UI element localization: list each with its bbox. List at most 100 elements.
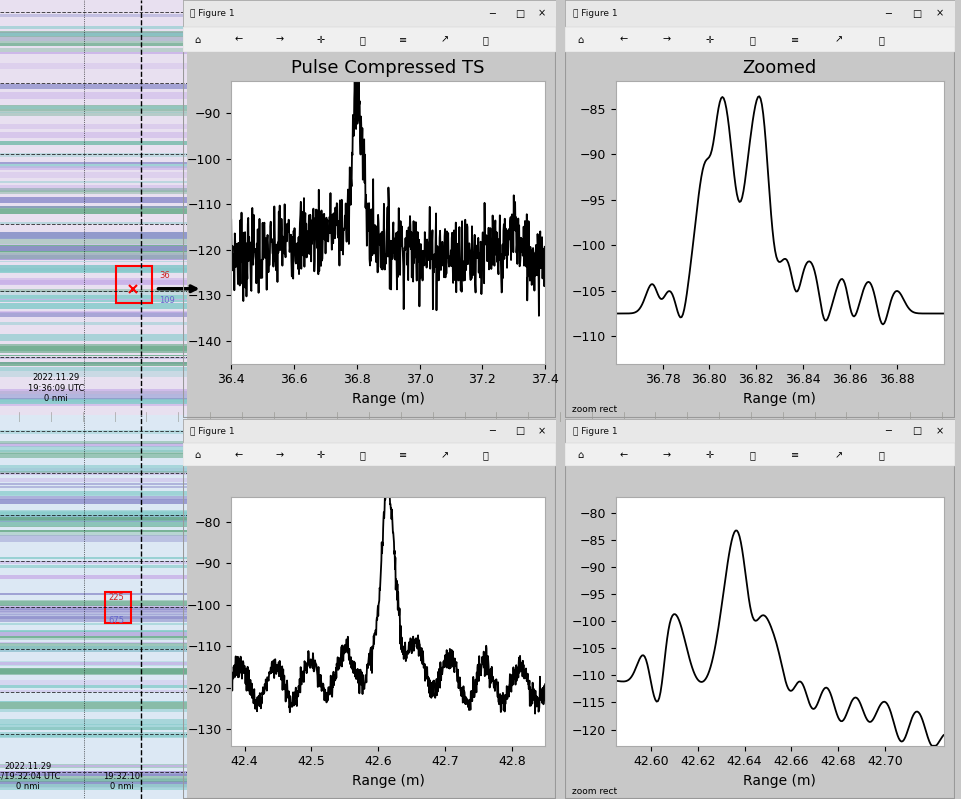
Bar bbox=[0, 312, 187, 317]
Text: ≡: ≡ bbox=[791, 450, 800, 459]
Bar bbox=[0, 515, 187, 522]
Bar bbox=[0, 239, 187, 244]
Bar bbox=[0, 63, 187, 70]
Bar bbox=[0, 467, 187, 471]
Bar bbox=[0, 165, 187, 170]
Bar bbox=[0, 288, 187, 292]
Title: Zoomed: Zoomed bbox=[743, 59, 817, 78]
Text: 109: 109 bbox=[160, 296, 175, 305]
Bar bbox=[0, 609, 187, 613]
Bar bbox=[0, 106, 187, 109]
Bar bbox=[0, 558, 187, 559]
Text: ─: ─ bbox=[885, 426, 891, 436]
Text: 675: 675 bbox=[109, 615, 125, 625]
Text: ✛: ✛ bbox=[317, 450, 325, 459]
Bar bbox=[0, 601, 187, 606]
Bar bbox=[0, 124, 187, 129]
Bar bbox=[0, 244, 187, 252]
Bar bbox=[0, 491, 187, 495]
X-axis label: Range (m): Range (m) bbox=[352, 774, 425, 788]
Text: ←: ← bbox=[234, 450, 243, 459]
Bar bbox=[0, 618, 187, 622]
Bar bbox=[0, 172, 187, 178]
Bar bbox=[0, 14, 187, 17]
Bar bbox=[0, 321, 187, 325]
Text: 225: 225 bbox=[109, 593, 124, 602]
Bar bbox=[0, 105, 187, 110]
Bar bbox=[0, 367, 187, 372]
Text: ⌂: ⌂ bbox=[578, 34, 583, 45]
Bar bbox=[0, 162, 187, 164]
Bar bbox=[0, 401, 187, 406]
Bar bbox=[0, 185, 187, 191]
Bar bbox=[0, 32, 187, 36]
Bar bbox=[0, 442, 187, 443]
Bar bbox=[0, 685, 187, 689]
Bar bbox=[0, 479, 187, 482]
Bar bbox=[0, 623, 187, 625]
Bar bbox=[0, 599, 187, 606]
Bar bbox=[105, 592, 131, 622]
Text: 2022.11.29
4/19:32:04 UTC
0 nmi: 2022.11.29 4/19:32:04 UTC 0 nmi bbox=[0, 761, 61, 791]
Bar bbox=[0, 292, 187, 298]
Text: □: □ bbox=[515, 9, 525, 18]
Bar bbox=[0, 670, 187, 674]
Text: 2022.11.29
19:36:09 UTC
0 nmi: 2022.11.29 19:36:09 UTC 0 nmi bbox=[28, 373, 85, 403]
Bar bbox=[116, 266, 152, 304]
Bar bbox=[183, 0, 556, 27]
Bar bbox=[0, 312, 187, 313]
Bar bbox=[0, 724, 187, 729]
Text: □: □ bbox=[515, 426, 525, 436]
Bar bbox=[0, 181, 187, 183]
Bar bbox=[0, 630, 187, 635]
Bar bbox=[0, 453, 187, 458]
Text: ✛: ✛ bbox=[705, 450, 713, 459]
Bar bbox=[0, 786, 187, 789]
Text: 🔍: 🔍 bbox=[359, 34, 365, 45]
Text: ⌂: ⌂ bbox=[578, 450, 583, 459]
Bar bbox=[0, 642, 187, 645]
Bar bbox=[0, 344, 187, 352]
Text: 🔍 Figure 1: 🔍 Figure 1 bbox=[573, 427, 618, 435]
Bar bbox=[0, 206, 187, 209]
Bar bbox=[0, 38, 187, 43]
Bar bbox=[565, 27, 955, 52]
Bar bbox=[0, 701, 187, 702]
Bar bbox=[0, 141, 187, 145]
Bar bbox=[0, 49, 187, 52]
Bar bbox=[0, 521, 187, 527]
Bar bbox=[0, 232, 187, 238]
Bar bbox=[0, 633, 187, 634]
Bar bbox=[0, 776, 187, 782]
Bar bbox=[0, 394, 187, 400]
Bar bbox=[565, 419, 955, 443]
Bar bbox=[183, 443, 556, 467]
Title: Pulse Compressed TS: Pulse Compressed TS bbox=[291, 59, 485, 78]
Bar bbox=[0, 643, 187, 650]
Text: 🔍 Figure 1: 🔍 Figure 1 bbox=[190, 427, 234, 435]
Bar bbox=[0, 334, 187, 341]
Bar bbox=[0, 394, 187, 398]
Bar bbox=[0, 209, 187, 214]
Text: 🔍: 🔍 bbox=[359, 450, 365, 459]
Bar bbox=[0, 510, 187, 517]
Text: 19:32:10
0 nmi: 19:32:10 0 nmi bbox=[103, 772, 140, 791]
Bar bbox=[0, 398, 187, 403]
Bar bbox=[0, 188, 187, 194]
Text: ←: ← bbox=[620, 34, 628, 45]
Bar bbox=[0, 232, 187, 239]
Text: ×: × bbox=[936, 9, 944, 18]
Bar bbox=[0, 278, 187, 284]
Bar bbox=[0, 668, 187, 674]
Bar bbox=[0, 764, 187, 768]
Bar bbox=[0, 111, 187, 116]
Bar bbox=[0, 535, 187, 542]
Bar bbox=[0, 783, 187, 788]
Bar bbox=[0, 774, 187, 776]
Bar bbox=[0, 565, 187, 568]
Text: →: → bbox=[662, 450, 671, 459]
Text: 💾: 💾 bbox=[878, 450, 884, 459]
Bar bbox=[0, 499, 187, 503]
Bar bbox=[0, 719, 187, 725]
Text: ↗: ↗ bbox=[440, 450, 449, 459]
